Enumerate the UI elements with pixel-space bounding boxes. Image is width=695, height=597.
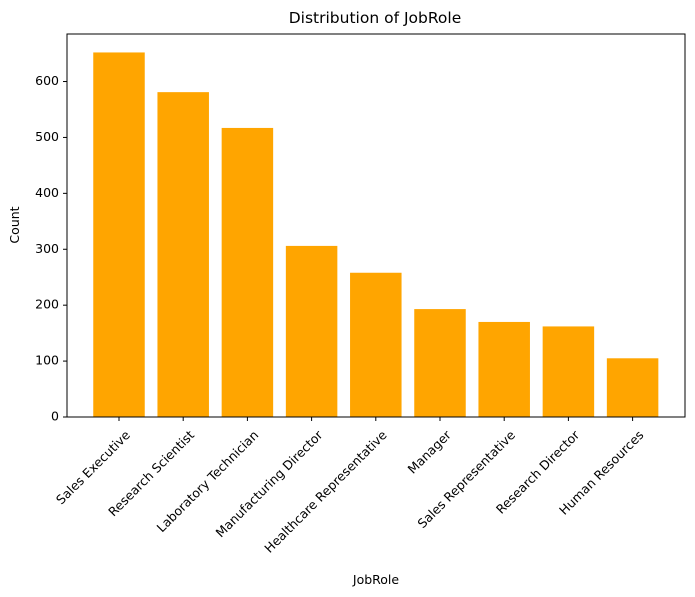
bar [221,127,274,417]
bar [542,326,595,417]
bar [93,52,145,417]
y-tick-label: 0 [51,409,59,424]
x-tick-label: Manufacturing Director [213,427,327,541]
y-tick-label: 500 [35,129,59,144]
plot-frame [66,33,686,418]
y-tick-label: 600 [35,73,59,88]
x-tick-label: Healthcare Representative [261,427,390,556]
chart-title: Distribution of JobRole [289,9,462,27]
x-axis-label: JobRole [352,572,400,587]
bar [414,309,466,417]
bar [285,245,338,417]
bar [478,321,530,417]
y-axis-label: Count [7,206,22,243]
y-tick-label: 400 [35,185,59,200]
y-axis: 0 100 200 300 400 500 600 [35,73,67,424]
y-tick-label: 200 [35,297,59,312]
y-tick-label: 100 [35,353,59,368]
x-tick-label: Manager [405,427,455,477]
bar [157,92,209,418]
y-tick-label: 300 [35,241,59,256]
bars-group [93,52,659,418]
bar [350,272,402,417]
bar [606,358,659,417]
